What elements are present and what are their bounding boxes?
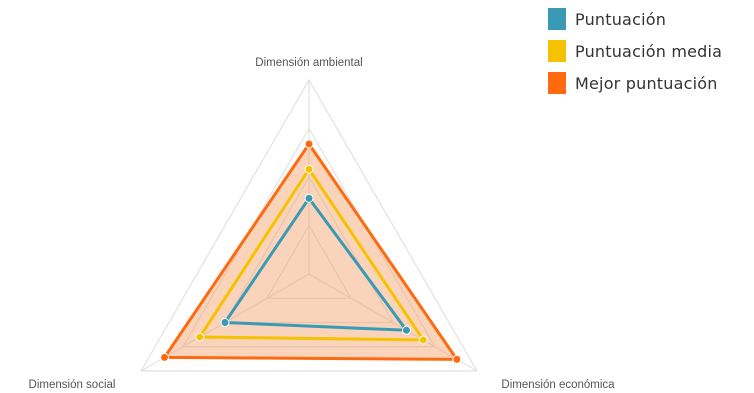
point-puntuacion-1[interactable] <box>304 193 314 203</box>
axis-label-ambiental: Dimensión ambiental <box>255 57 362 69</box>
legend-swatch-puntuacion <box>548 8 566 30</box>
series-line-mejor-puntuacion <box>161 141 460 361</box>
point-mejor-puntuacion-2[interactable] <box>452 354 462 364</box>
radar-series <box>160 139 462 364</box>
chart-legend: Puntuación Puntuación media Mejor puntua… <box>548 7 722 95</box>
point-puntuacion-3[interactable] <box>220 318 230 327</box>
point-puntuacion-media-3[interactable] <box>195 332 205 342</box>
legend-label-puntuacion-media: Puntuación media <box>575 41 723 61</box>
axis-label-social: Dimensión social <box>29 379 116 391</box>
grid-ring-1 <box>265 224 353 299</box>
legend-item-mejor-puntuacion: Mejor puntuación <box>548 71 722 95</box>
legend-label-puntuacion: Puntuación <box>575 9 667 29</box>
series-line-puntuacion-media <box>197 166 427 342</box>
point-mejor-puntuacion-1[interactable] <box>304 139 314 149</box>
series-line-puntuacion <box>222 195 410 332</box>
point-mejor-puntuacion-3[interactable] <box>160 352 170 362</box>
point-puntuacion-media-1[interactable] <box>304 164 314 174</box>
point-puntuacion-2[interactable] <box>401 325 411 335</box>
legend-swatch-mejor-puntuacion <box>548 72 566 94</box>
legend-item-puntuacion: Puntuación <box>548 7 722 31</box>
point-puntuacion-media-2[interactable] <box>418 335 428 345</box>
grid-ring-2 <box>223 175 395 324</box>
axis-spoke-2 <box>308 273 478 372</box>
axis-label-economica: Dimensión económica <box>501 379 615 391</box>
legend-label-mejor-puntuacion: Mejor puntuación <box>575 73 718 93</box>
legend-item-puntuacion-media: Puntuación media <box>548 39 722 63</box>
legend-swatch-puntuacion-media <box>548 40 566 62</box>
grid-ring-4 <box>139 78 479 372</box>
